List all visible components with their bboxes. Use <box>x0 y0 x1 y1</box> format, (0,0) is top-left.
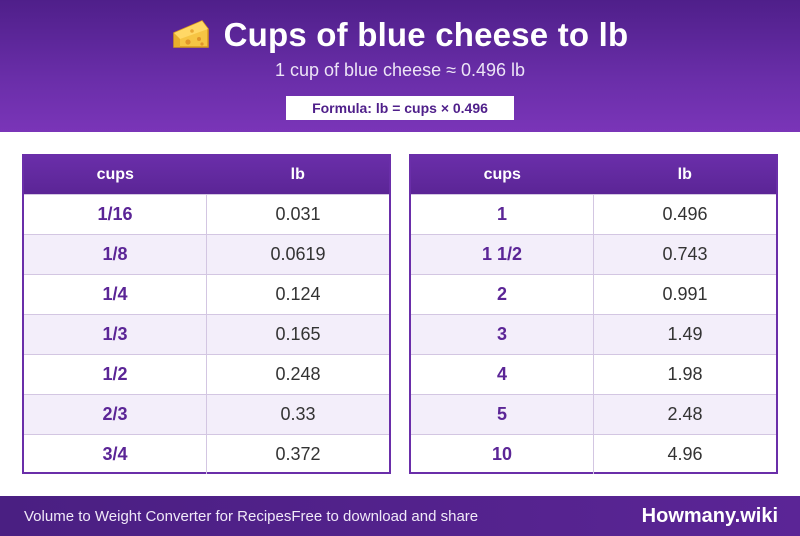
column-header-lb: lb <box>677 166 692 183</box>
title-text: Cups of blue cheese to lb <box>223 16 629 53</box>
cups-cell: 1/3 <box>24 315 207 354</box>
cups-cell: 1/4 <box>24 275 207 314</box>
lb-cell: 0.031 <box>275 204 321 224</box>
cups-cell: 10 <box>411 435 594 474</box>
cups-cell: 5 <box>411 395 594 434</box>
cups-cell: 1 <box>411 195 594 234</box>
lb-cell: 1.49 <box>667 324 703 344</box>
lb-cell: 0.33 <box>280 404 316 424</box>
formula-badge: Formula: lb = cups × 0.496 <box>286 96 514 120</box>
lb-cell: 1.98 <box>667 364 703 384</box>
lb-cell: 0.496 <box>662 204 708 224</box>
lb-cell: 4.96 <box>667 444 703 464</box>
lb-cell: 0.165 <box>275 324 321 344</box>
table-row: 1/8 0.0619 <box>24 234 389 274</box>
table-row: 5 2.48 <box>411 394 776 434</box>
table-row: 1 1/2 0.743 <box>411 234 776 274</box>
footer-bar: Volume to Weight Converter for RecipesFr… <box>0 496 800 536</box>
table-row: 1/4 0.124 <box>24 274 389 314</box>
cups-cell: 1/8 <box>24 235 207 274</box>
cups-cell: 1 1/2 <box>411 235 594 274</box>
table-row: 10 4.96 <box>411 434 776 474</box>
header-banner: Cups of blue cheese to lb 1 cup of blue … <box>0 0 800 132</box>
conversion-table-right: cups lb 1 0.496 1 1/2 0.743 2 0.991 3 1.… <box>409 154 778 474</box>
cups-cell: 3/4 <box>24 435 207 474</box>
cups-cell: 1/16 <box>24 195 207 234</box>
lb-cell: 0.124 <box>275 284 321 304</box>
table-row: 3/4 0.372 <box>24 434 389 474</box>
cups-cell: 3 <box>411 315 594 354</box>
subtitle: 1 cup of blue cheese ≈ 0.496 lb <box>274 60 526 80</box>
lb-cell: 0.0619 <box>270 244 326 264</box>
table-row: 1/16 0.031 <box>24 194 389 234</box>
table-header: cups lb <box>411 156 776 194</box>
footer-caption-part1: Volume to Weight Converter for Recipes <box>24 507 292 525</box>
lb-cell: 0.743 <box>662 244 708 264</box>
column-header-cups: cups <box>483 166 521 183</box>
brand-logo-text[interactable]: Howmany.wiki <box>641 504 778 527</box>
table-header: cups lb <box>24 156 389 194</box>
footer-caption-part2: Free to download and share <box>291 507 479 525</box>
cups-cell: 1/2 <box>24 355 207 394</box>
column-header-lb: lb <box>290 166 305 183</box>
footer-caption: Volume to Weight Converter for RecipesFr… <box>24 508 478 525</box>
page-title: Cups of blue cheese to lb <box>0 12 800 58</box>
lb-cell: 0.248 <box>275 364 321 384</box>
lb-cell: 0.372 <box>275 444 321 464</box>
table-row: 2/3 0.33 <box>24 394 389 434</box>
cheese-icon <box>172 19 210 51</box>
lb-cell: 0.991 <box>662 284 708 304</box>
cups-cell: 2 <box>411 275 594 314</box>
table-row: 2 0.991 <box>411 274 776 314</box>
cups-cell: 4 <box>411 355 594 394</box>
column-header-cups: cups <box>96 166 134 183</box>
lb-cell: 2.48 <box>667 404 703 424</box>
table-row: 4 1.98 <box>411 354 776 394</box>
conversion-table-left: cups lb 1/16 0.031 1/8 0.0619 1/4 0.124 … <box>22 154 391 474</box>
table-row: 1 0.496 <box>411 194 776 234</box>
cups-cell: 2/3 <box>24 395 207 434</box>
table-row: 3 1.49 <box>411 314 776 354</box>
table-row: 1/2 0.248 <box>24 354 389 394</box>
table-row: 1/3 0.165 <box>24 314 389 354</box>
